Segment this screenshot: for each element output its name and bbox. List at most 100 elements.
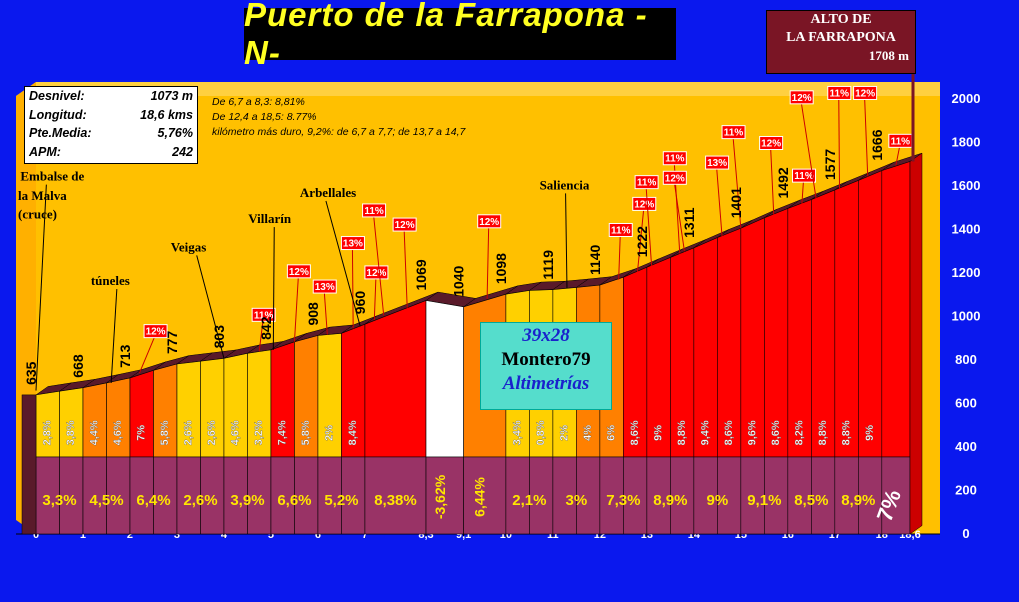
- place-label: Saliencia: [540, 177, 590, 192]
- km-gradient-label: 7,3%: [606, 492, 640, 509]
- ground-band: 3,3% 4,5% 6,4% 2,6% 3,9% 6,6% 5,2% 8,38% -3,62% 6…: [35, 456, 911, 535]
- callout-label: 12%: [665, 173, 685, 184]
- altitude-label: 842: [258, 316, 274, 340]
- callout-label: 11%: [794, 171, 814, 182]
- stat-label: Longitud:: [29, 107, 87, 122]
- profile-segment: [787, 199, 812, 458]
- segment-gradient-label: 9,6%: [746, 420, 758, 445]
- callout-leader: [323, 291, 328, 335]
- km-gradient-label: 3%: [566, 492, 588, 509]
- segment-gradient-label: 4,6%: [230, 420, 242, 445]
- profile-segment: [129, 369, 154, 458]
- callout-box: [608, 223, 633, 237]
- brand-box: 39x28 Montero79 Altimetrías: [480, 322, 612, 410]
- segment-gradient-label: 8,4%: [347, 420, 359, 445]
- callout-box: [477, 214, 502, 229]
- stat-row: Longitud: 18,6 kms: [25, 106, 197, 125]
- callout-leader: [258, 319, 264, 352]
- summit-box: ALTO DE LA FARRAPONA 1708 m: [766, 10, 916, 74]
- altitude-label: 1098: [493, 253, 509, 284]
- callout-label: 11%: [830, 88, 850, 99]
- km-gradient-label: 6,6%: [277, 492, 311, 509]
- callout-label: 13%: [315, 282, 335, 293]
- callout-label: 11%: [891, 136, 911, 147]
- place-label: la Malva: [18, 188, 67, 203]
- altitude-label: 1040: [451, 265, 467, 296]
- km-gradient-label: 8,9%: [653, 492, 687, 509]
- altitude-label: 777: [164, 330, 180, 354]
- segment-gradient-label: 4,4%: [89, 420, 101, 445]
- km-gradient-label: 2,1%: [512, 492, 546, 509]
- stats-panel: Desnivel: 1073 m Longitud: 18,6 kms Pte.Me…: [24, 86, 198, 164]
- callout-label: 11%: [364, 206, 384, 217]
- callout-label: 12%: [855, 88, 875, 99]
- profile-segment: [425, 300, 464, 458]
- brand-line1: 39x28: [522, 325, 570, 346]
- summit-altitude: 1708 m: [868, 48, 909, 63]
- stat-row: APM: 242: [25, 143, 197, 162]
- segment-gradient-label: 2,6%: [183, 420, 195, 445]
- segment-gradient-label: 2,6%: [206, 420, 218, 445]
- callouts-group: 12%11%12%13%13%12%11%12% 12%11%12%11%11%1…: [138, 85, 913, 374]
- segment-gradient-label: 8,8%: [817, 420, 829, 445]
- callout-leader: [373, 214, 385, 316]
- sky-top-face: [16, 82, 940, 96]
- profile-segment: [811, 189, 836, 458]
- callout-box: [662, 170, 687, 185]
- altitude-label: 1119: [540, 250, 556, 280]
- callout-leader: [800, 101, 817, 199]
- callout-box: [705, 155, 730, 170]
- place-label: Arbellales: [300, 185, 356, 200]
- segment-gradient-label: 8,6%: [629, 420, 641, 445]
- place-leader: [35, 184, 47, 391]
- stat-label: APM:: [29, 144, 61, 159]
- segment-gradient-label: 4,6%: [112, 420, 124, 445]
- callout-box: [143, 324, 168, 339]
- segment-gradient-label: 8,6%: [723, 420, 735, 445]
- altitude-label: 1140: [587, 244, 603, 275]
- altitude-label: 960: [352, 291, 368, 315]
- altitude-label: 1401: [728, 187, 744, 218]
- stat-value: 242: [172, 144, 193, 159]
- callout-leader: [351, 247, 354, 329]
- summit-line2: LA FARRAPONA: [786, 30, 896, 45]
- segment-gradient-label: 2%: [324, 425, 336, 441]
- x-tick-label: 0: [33, 529, 39, 541]
- x-tick-label: 2: [127, 529, 133, 541]
- altitude-label: 1577: [822, 149, 838, 180]
- y-tick-label: 1600: [952, 178, 981, 193]
- callout-label: 11%: [724, 128, 744, 139]
- callout-box: [340, 236, 365, 251]
- km-gradient-label: 9,1%: [747, 492, 781, 509]
- callout-box: [853, 85, 878, 100]
- stat-label: Pte.Media:: [29, 126, 92, 140]
- ground-cell: [425, 456, 464, 535]
- profile-segment: [834, 179, 859, 458]
- callout-label: 12%: [289, 267, 309, 278]
- profile-segment: [858, 170, 883, 458]
- km-gradient-label: 4,5%: [89, 492, 123, 509]
- stat-row: Desnivel: 1073 m: [25, 87, 197, 106]
- callout-label: 11%: [665, 154, 685, 165]
- altitude-label: 668: [70, 354, 86, 378]
- segment-gradient-label: 5,8%: [159, 420, 171, 445]
- segment-gradient-label: 9%: [864, 425, 876, 441]
- place-leader: [565, 193, 568, 289]
- place-leader: [325, 200, 361, 327]
- callout-label: 12%: [479, 217, 499, 228]
- start-post: [21, 394, 37, 535]
- callout-label: 11%: [637, 178, 657, 189]
- callout-leader: [618, 234, 621, 280]
- x-tick-label: 6: [315, 529, 321, 541]
- profile-segment: [764, 208, 789, 458]
- segment-gradient-label: 0,8%: [535, 420, 547, 445]
- x-tick-label: 4: [221, 529, 228, 541]
- callout-label: 12%: [395, 220, 415, 231]
- y-tick-label: 600: [955, 396, 977, 411]
- km-gradient-label: 5,2%: [324, 492, 358, 509]
- callout-leader: [801, 180, 805, 204]
- notes-block: De 6,7 a 8,3: 8,81% De 12,4 a 18,5: 8.77…: [212, 95, 465, 140]
- segment-gradient-label: 3,8%: [65, 420, 77, 445]
- callout-box: [721, 125, 746, 140]
- km-gradient-label: 9%: [707, 492, 729, 509]
